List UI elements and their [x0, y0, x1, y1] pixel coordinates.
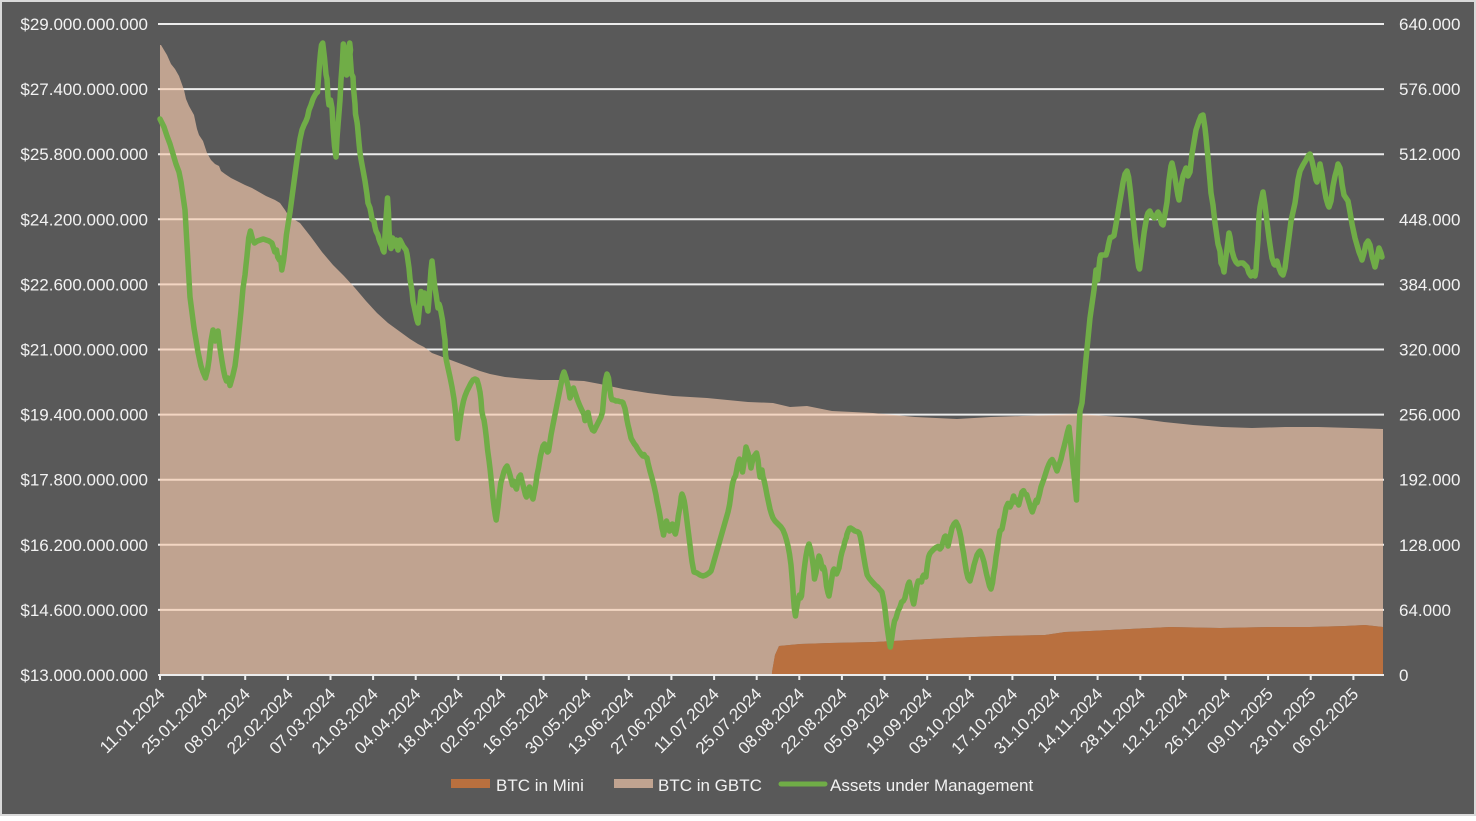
svg-text:$27.400.000.000: $27.400.000.000 [20, 80, 148, 99]
svg-text:BTC in GBTC: BTC in GBTC [658, 776, 762, 795]
svg-text:Assets under Management: Assets under Management [830, 776, 1033, 795]
svg-text:512.000: 512.000 [1399, 145, 1460, 164]
svg-text:256.000: 256.000 [1399, 406, 1460, 425]
svg-text:$29.000.000.000: $29.000.000.000 [20, 15, 148, 34]
svg-text:$25.800.000.000: $25.800.000.000 [20, 145, 148, 164]
svg-text:64.000: 64.000 [1399, 601, 1451, 620]
svg-text:448.000: 448.000 [1399, 210, 1460, 229]
svg-text:128.000: 128.000 [1399, 536, 1460, 555]
svg-text:$24.200.000.000: $24.200.000.000 [20, 210, 148, 229]
svg-text:$13.000.000.000: $13.000.000.000 [20, 666, 148, 685]
svg-text:$21.000.000.000: $21.000.000.000 [20, 341, 148, 360]
svg-text:$19.400.000.000: $19.400.000.000 [20, 406, 148, 425]
svg-text:384.000: 384.000 [1399, 275, 1460, 294]
svg-text:576.000: 576.000 [1399, 80, 1460, 99]
svg-text:640.000: 640.000 [1399, 15, 1460, 34]
svg-text:$22.600.000.000: $22.600.000.000 [20, 275, 148, 294]
svg-text:BTC in Mini: BTC in Mini [496, 776, 584, 795]
svg-text:$14.600.000.000: $14.600.000.000 [20, 601, 148, 620]
svg-text:320.000: 320.000 [1399, 341, 1460, 360]
svg-text:0: 0 [1399, 666, 1408, 685]
svg-text:$16.200.000.000: $16.200.000.000 [20, 536, 148, 555]
svg-text:192.000: 192.000 [1399, 471, 1460, 490]
svg-text:$17.800.000.000: $17.800.000.000 [20, 471, 148, 490]
